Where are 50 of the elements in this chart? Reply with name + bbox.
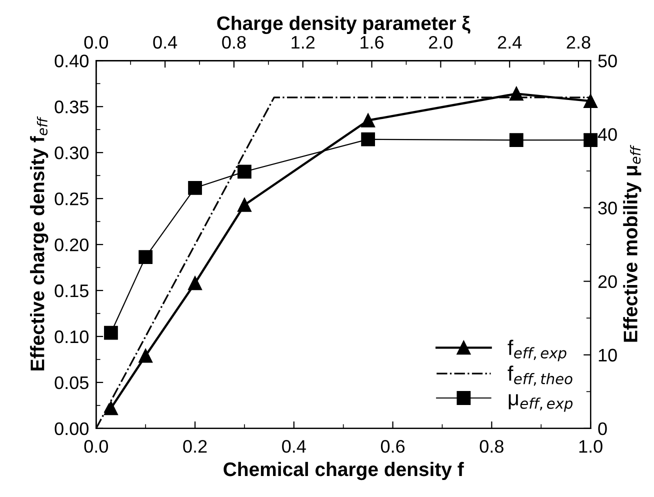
point [138, 250, 153, 264]
point [584, 94, 598, 108]
point [509, 86, 524, 101]
point [188, 276, 202, 290]
y-tick-label: 0.20 [54, 238, 88, 252]
x-tick-label: 0.8 [480, 440, 504, 453]
x2-tick-label: 2.8 [566, 36, 590, 49]
point [138, 348, 153, 363]
y2-axis-title: Effective mobility μ$_{eff}$ [623, 144, 642, 342]
legend-label: f$_{eff,theo}$ [508, 366, 572, 386]
y-tick-label: 0.30 [54, 146, 88, 160]
x2-axis-title: Charge density parameter ξ [217, 16, 470, 34]
legend-label: μ$_{eff,exp}$ [508, 394, 573, 412]
x2-tick-label: 0.0 [84, 36, 108, 49]
y-tick-label: 0.15 [54, 284, 88, 298]
point [361, 113, 376, 128]
point [238, 198, 252, 212]
point [104, 401, 118, 416]
x-axis-title: Chemical charge density f [224, 462, 464, 480]
x-tick-label: 0.6 [380, 440, 405, 453]
y-tick-label: 0.05 [54, 376, 88, 390]
y2-tick-label: 30 [598, 202, 617, 214]
legend-label: f$_{eff,exp}$ [508, 340, 566, 362]
point [238, 164, 252, 179]
y2-tick-label: 10 [598, 348, 617, 362]
point [361, 132, 376, 146]
y-tick-label: 0.25 [54, 192, 88, 206]
y-tick-label: 0.40 [54, 54, 88, 68]
y-tick-label: 0.10 [54, 330, 88, 344]
x2-tick-label: 2.4 [498, 36, 522, 49]
y2-tick-label: 0 [598, 422, 607, 436]
y2-tick-label: 50 [598, 54, 617, 68]
x-tick-label: 0.2 [183, 440, 207, 453]
x2-tick-label: 1.6 [360, 36, 384, 49]
y2-tick-label: 40 [598, 128, 617, 141]
x-tick-label: 0.4 [282, 440, 306, 453]
point [509, 133, 524, 148]
point [188, 180, 202, 195]
y-axis-title: Effective charge density f$_{eff}$ [30, 116, 48, 370]
x2-tick-label: 0.4 [153, 36, 178, 49]
y-tick-label: 0.35 [54, 100, 88, 114]
x2-tick-label: 1.2 [292, 36, 315, 49]
point [584, 133, 598, 148]
point [104, 326, 118, 340]
y2-tick-label: 20 [598, 275, 617, 288]
x2-tick-label: 0.8 [222, 36, 246, 49]
x2-tick-label: 2.0 [429, 36, 453, 49]
x-tick-label: 1.0 [579, 440, 602, 453]
y-tick-label: 0.00 [54, 422, 88, 436]
x-tick-label: 0.0 [84, 440, 108, 453]
